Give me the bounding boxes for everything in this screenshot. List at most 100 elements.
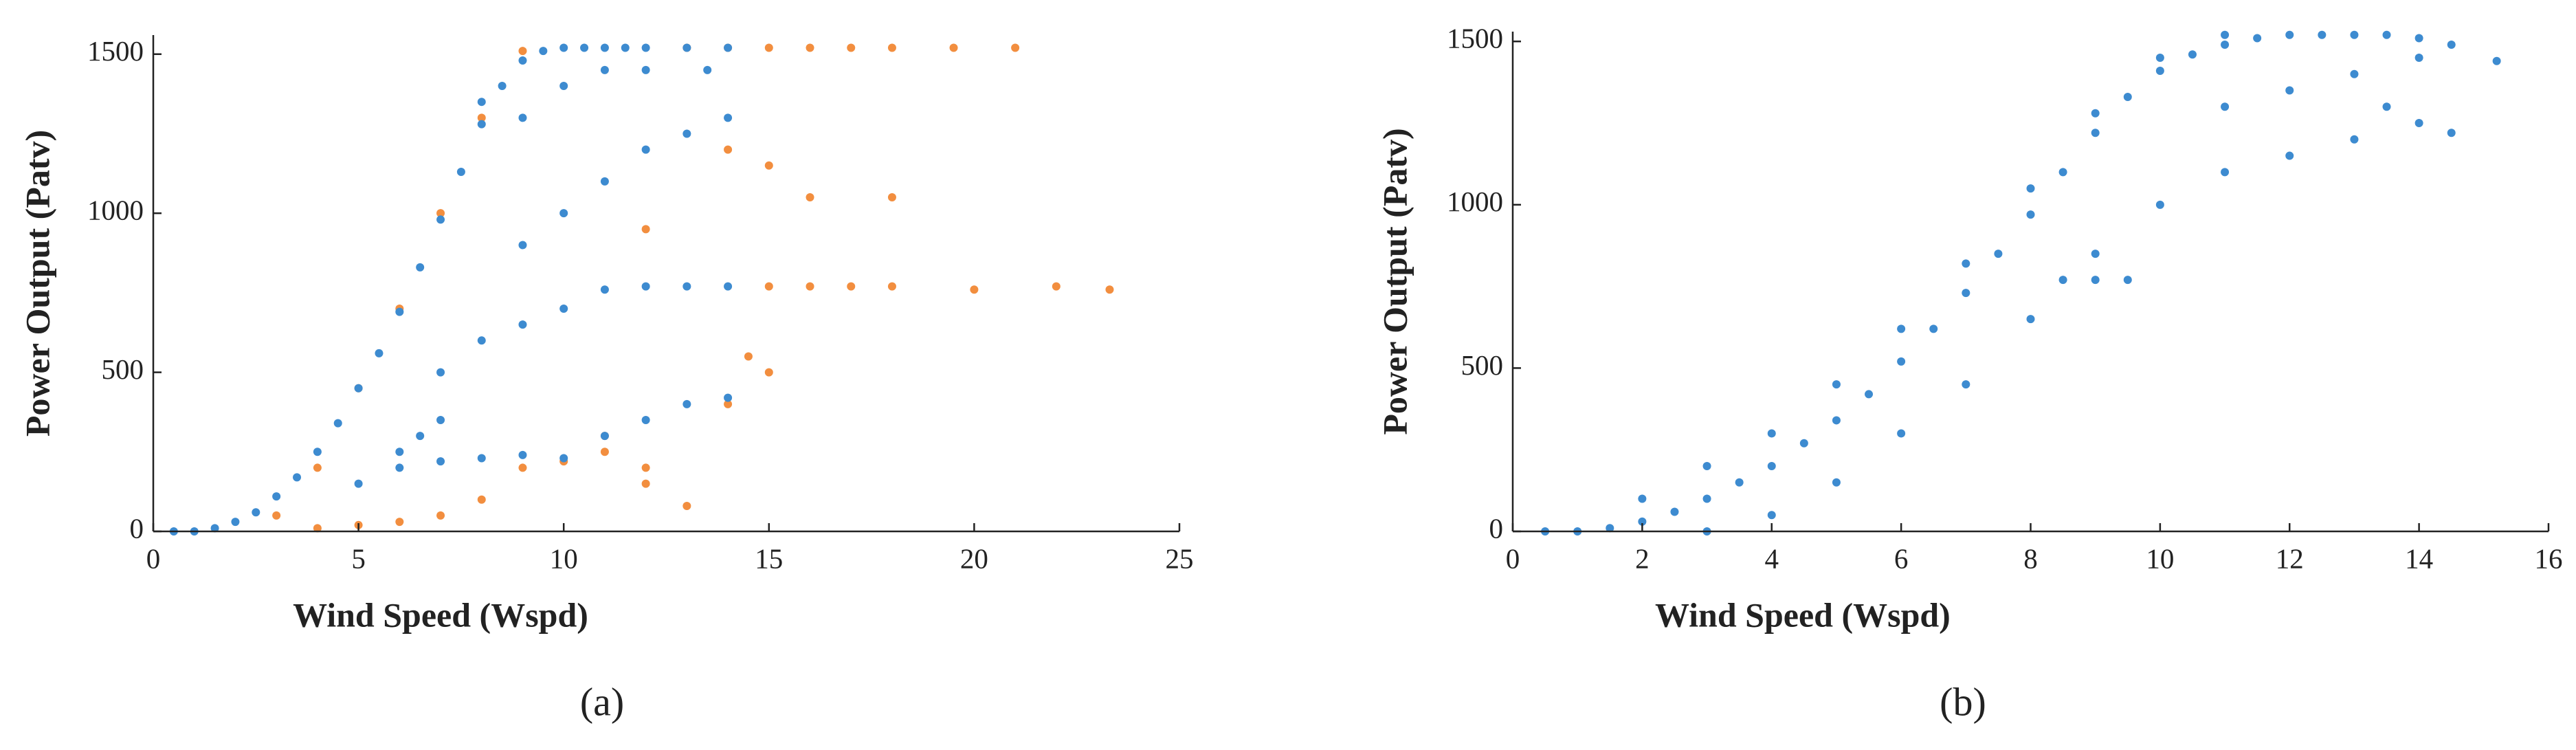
- data-point: [1897, 429, 1906, 438]
- data-point: [375, 349, 384, 357]
- data-point: [970, 285, 979, 294]
- data-point: [2350, 135, 2359, 144]
- data-point: [395, 448, 404, 456]
- data-point: [559, 305, 568, 313]
- data-point: [395, 518, 404, 527]
- y-tick-label: 500: [1461, 349, 1504, 381]
- data-point: [313, 524, 322, 533]
- data-point: [1865, 390, 1874, 399]
- data-point: [1929, 324, 1938, 333]
- x-tick-label: 14: [2405, 542, 2433, 574]
- x-tick-label: 15: [755, 542, 783, 574]
- data-point: [641, 225, 650, 234]
- data-point: [682, 282, 691, 291]
- data-point: [724, 113, 733, 122]
- caption: (b): [1940, 679, 1986, 724]
- data-point: [436, 215, 445, 224]
- data-point: [518, 47, 527, 56]
- data-point: [272, 511, 281, 520]
- data-point: [436, 209, 445, 218]
- x-tick-label: 16: [2535, 542, 2563, 574]
- data-point: [395, 463, 404, 472]
- data-point: [395, 307, 404, 316]
- x-tick-label: 10: [2146, 542, 2174, 574]
- data-point: [477, 120, 486, 129]
- data-point: [2091, 109, 2100, 118]
- data-point: [2155, 67, 2164, 76]
- y-tick-label: 1000: [87, 195, 144, 226]
- data-point: [1638, 494, 1647, 503]
- data-point: [2221, 30, 2230, 39]
- data-point: [2123, 93, 2132, 102]
- data-point: [1832, 478, 1841, 487]
- data-point: [2285, 30, 2294, 39]
- data-point: [600, 285, 609, 294]
- data-point: [518, 320, 527, 329]
- data-point: [724, 399, 733, 408]
- x-tick-label: 0: [1506, 542, 1520, 574]
- data-point: [2155, 200, 2164, 209]
- data-point: [416, 432, 425, 441]
- x-tick-label: 2: [1635, 542, 1650, 574]
- data-point: [272, 492, 281, 501]
- data-point: [682, 399, 691, 408]
- data-point: [477, 495, 486, 504]
- data-point: [600, 432, 609, 441]
- x-tick-label: 0: [146, 542, 161, 574]
- data-point: [682, 43, 691, 52]
- x-tick-label: 20: [960, 542, 988, 574]
- data-point: [2492, 56, 2501, 65]
- data-point: [1799, 439, 1808, 448]
- data-point: [1767, 461, 1776, 470]
- data-point: [764, 368, 773, 377]
- data-point: [2447, 129, 2456, 137]
- data-point: [2350, 69, 2359, 78]
- caption: (a): [580, 679, 624, 724]
- data-point: [1735, 478, 1744, 487]
- data-point: [887, 193, 896, 202]
- data-point: [559, 209, 568, 218]
- data-point: [600, 448, 609, 456]
- data-point: [1606, 524, 1614, 533]
- data-point: [1962, 380, 1970, 389]
- data-point: [724, 145, 733, 154]
- x-tick-label: 12: [2276, 542, 2304, 574]
- data-point: [252, 508, 260, 517]
- data-point: [641, 463, 650, 472]
- data-point: [333, 419, 342, 428]
- data-point: [498, 82, 507, 91]
- data-point: [559, 43, 568, 52]
- x-tick-label: 6: [1894, 542, 1909, 574]
- data-point: [703, 65, 712, 74]
- data-point: [2091, 276, 2100, 285]
- data-point: [477, 336, 486, 345]
- data-point: [436, 511, 445, 520]
- data-point: [641, 479, 650, 488]
- data-point: [641, 282, 650, 291]
- data-point: [436, 416, 445, 425]
- data-point: [641, 145, 650, 154]
- data-point: [354, 479, 363, 488]
- data-point: [2155, 54, 2164, 63]
- data-point: [1962, 289, 1970, 298]
- data-point: [2091, 250, 2100, 258]
- data-point: [231, 518, 240, 527]
- data-point: [2414, 54, 2423, 63]
- y-tick-label: 1500: [1447, 23, 1503, 54]
- data-point: [2026, 315, 2035, 324]
- data-point: [2123, 276, 2132, 285]
- data-point: [2414, 119, 2423, 128]
- data-point: [600, 177, 609, 186]
- data-point: [2350, 30, 2359, 39]
- data-point: [764, 161, 773, 170]
- data-point: [518, 113, 527, 122]
- data-point: [2221, 41, 2230, 49]
- data-point: [2221, 102, 2230, 111]
- x-tick-label: 5: [351, 542, 366, 574]
- data-point: [600, 43, 609, 52]
- x-axis-label: Wind Speed (Wspd): [293, 595, 588, 634]
- data-point: [518, 241, 527, 250]
- data-point: [847, 43, 856, 52]
- data-point: [1011, 43, 1020, 52]
- data-point: [354, 384, 363, 393]
